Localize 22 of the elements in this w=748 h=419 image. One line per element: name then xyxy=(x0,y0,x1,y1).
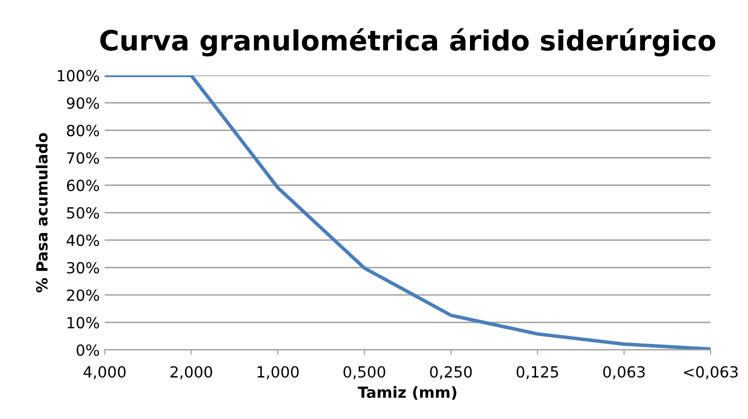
x-axis-title: Tamiz (mm) xyxy=(358,386,456,400)
x-tick-label: 0,063 xyxy=(603,366,645,380)
y-tick-label: 50% xyxy=(67,207,100,219)
y-tick-label: 80% xyxy=(66,124,100,136)
y-tick-label: 90% xyxy=(66,97,100,109)
x-tick-label: 1,000 xyxy=(258,366,299,380)
y-tick-label: 100% xyxy=(58,70,100,82)
y-tick-label: 70% xyxy=(67,152,100,164)
y-tick-label: 30% xyxy=(67,262,100,274)
y-tick-label: 40% xyxy=(66,234,100,246)
y-tick-label: 60% xyxy=(66,180,100,192)
x-tick-label: 2,000 xyxy=(170,366,212,380)
y-tick-label: 0% xyxy=(76,344,100,356)
x-tick-label: 0,500 xyxy=(344,366,386,380)
y-axis-title: % Pasa acumulado xyxy=(36,133,48,292)
y-tick-label: 10% xyxy=(68,316,100,328)
y-tick-label: 20% xyxy=(67,289,100,301)
chart-title: Curva granulométrica árido siderúrgico xyxy=(100,28,716,56)
x-tick-label: <0,063 xyxy=(684,366,738,380)
x-tick-label: 4,000 xyxy=(84,366,126,380)
x-tick-label: 0,250 xyxy=(430,366,472,380)
x-tick-label: 0,125 xyxy=(516,366,558,380)
